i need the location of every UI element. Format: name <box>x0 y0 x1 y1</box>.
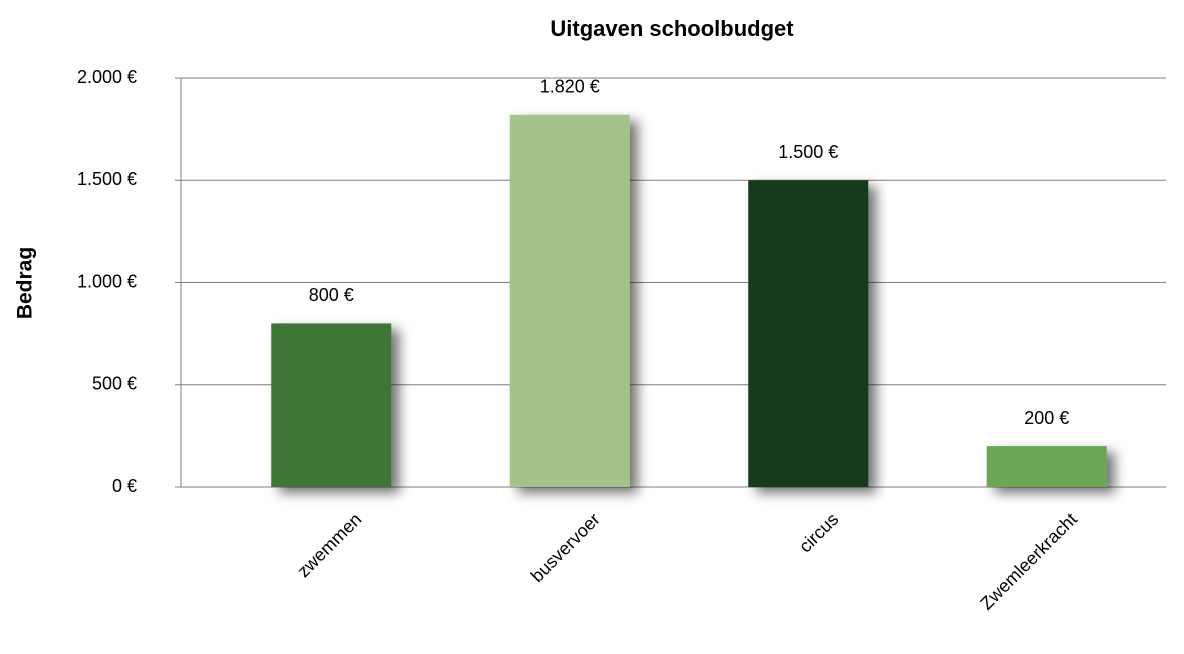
bar <box>986 446 1107 487</box>
bar <box>271 323 392 487</box>
data-label: 1.500 € <box>778 142 838 162</box>
y-tick-label: 1.500 € <box>77 169 137 189</box>
y-tick-label: 2.000 € <box>77 67 137 87</box>
y-tick-label: 500 € <box>92 374 137 394</box>
x-tick-label: Zwemleerkracht <box>976 509 1081 614</box>
y-tick-label: 0 € <box>112 476 137 496</box>
x-tick-label: zwemmen <box>293 509 365 581</box>
y-tick-label: 1.000 € <box>77 271 137 291</box>
bar <box>509 114 630 487</box>
data-label: 200 € <box>1024 408 1069 428</box>
x-tick-label: busvervoer <box>527 509 604 586</box>
y-axis-label: Bedrag <box>14 247 37 319</box>
data-label: 1.820 € <box>540 77 600 97</box>
data-label: 800 € <box>309 285 354 305</box>
x-tick-label: circus <box>795 509 842 556</box>
bar <box>748 180 869 487</box>
chart-title: Uitgaven schoolbudget <box>550 16 794 41</box>
